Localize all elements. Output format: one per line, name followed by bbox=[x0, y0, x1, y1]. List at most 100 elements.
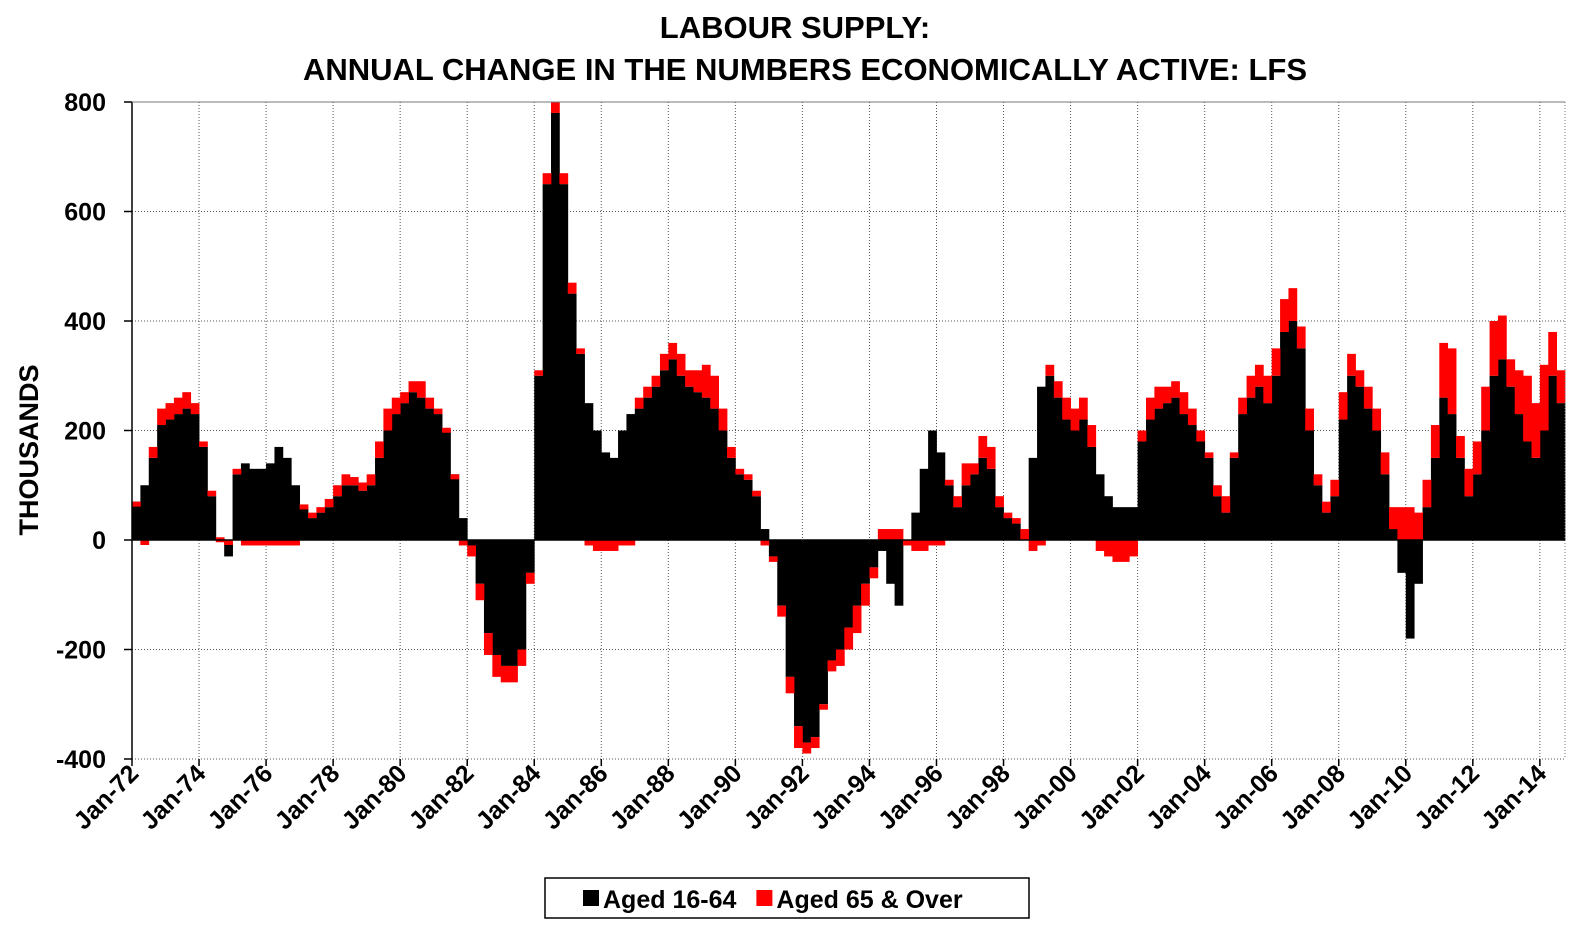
bar-segment bbox=[1330, 496, 1340, 540]
bar-segment bbox=[1104, 496, 1113, 540]
bar-segment bbox=[626, 540, 636, 546]
bar-segment bbox=[408, 381, 418, 393]
bar-segment bbox=[375, 441, 384, 458]
bar-segment bbox=[224, 540, 233, 557]
bar-segment bbox=[307, 518, 317, 540]
bar-segment bbox=[299, 504, 309, 510]
bar-segment bbox=[1045, 364, 1055, 376]
bar-segment bbox=[534, 375, 544, 540]
bar-segment bbox=[1321, 512, 1331, 540]
bar-segment bbox=[1556, 370, 1566, 404]
bar-segment bbox=[1037, 540, 1046, 546]
bar-segment bbox=[1472, 474, 1482, 540]
bar-segment bbox=[1548, 331, 1558, 376]
bar-segment bbox=[140, 485, 150, 540]
bar-segment bbox=[274, 446, 284, 540]
bar-segment bbox=[132, 501, 141, 540]
bar-segment bbox=[475, 540, 485, 584]
bar-segment bbox=[1523, 375, 1532, 442]
bar-segment bbox=[936, 540, 946, 546]
x-tick-label: Jan-80 bbox=[337, 759, 413, 835]
bar-segment bbox=[777, 540, 787, 606]
bar-segment bbox=[1347, 375, 1356, 540]
bar-segment bbox=[618, 430, 627, 540]
bar-segment bbox=[1422, 507, 1432, 540]
bar-segment bbox=[1028, 540, 1038, 551]
bar-segment bbox=[249, 540, 259, 546]
bar-segment bbox=[802, 540, 812, 743]
bar-segment bbox=[1338, 392, 1348, 420]
bar-segment bbox=[1313, 474, 1323, 486]
bar-segment bbox=[852, 605, 862, 634]
bar-segment bbox=[492, 654, 502, 677]
bar-segment bbox=[249, 468, 259, 540]
bar-segment bbox=[1229, 457, 1239, 540]
bar-segment bbox=[592, 540, 602, 551]
bar-segment bbox=[936, 452, 946, 540]
bar-segment bbox=[375, 457, 384, 540]
bar-segment bbox=[953, 496, 963, 508]
y-tick-label: -400 bbox=[56, 746, 106, 774]
bar-segment bbox=[165, 403, 175, 420]
bar-segment bbox=[257, 468, 267, 540]
bar-segment bbox=[1011, 518, 1021, 524]
bar-segment bbox=[961, 463, 971, 486]
bar-segment bbox=[626, 414, 636, 540]
chart-subtitle: ANNUAL CHANGE IN THE NUMBERS ECONOMICALL… bbox=[303, 52, 1307, 87]
bar-segment bbox=[1087, 425, 1097, 447]
bar-segment bbox=[1213, 485, 1222, 497]
bar-segment bbox=[861, 540, 870, 584]
bar-segment bbox=[291, 485, 301, 540]
x-tick-label: Jan-92 bbox=[739, 759, 815, 835]
bar-segment bbox=[911, 512, 921, 540]
bar-segment bbox=[274, 540, 284, 546]
bar-segment bbox=[1213, 496, 1222, 540]
bar-segment bbox=[601, 452, 611, 540]
bar-segment bbox=[1003, 512, 1013, 519]
bar-segment bbox=[1439, 342, 1449, 398]
bar-segment bbox=[190, 414, 200, 540]
bar-segment bbox=[1162, 403, 1172, 540]
legend-box bbox=[544, 877, 1030, 919]
bar-segment bbox=[785, 540, 795, 677]
bar-segment bbox=[1363, 386, 1373, 409]
bar-segment bbox=[1481, 386, 1490, 431]
bar-segment bbox=[1070, 430, 1080, 540]
bar-segment bbox=[618, 540, 627, 546]
bar-segment bbox=[1062, 419, 1071, 540]
bar-segment bbox=[827, 540, 837, 661]
bar-segment bbox=[1104, 540, 1113, 557]
bar-segment bbox=[1053, 397, 1063, 540]
bar-segment bbox=[358, 482, 368, 491]
bar-segment bbox=[1372, 408, 1382, 431]
bar-segment bbox=[140, 540, 150, 545]
bar-segment bbox=[1380, 474, 1390, 540]
bar-segment bbox=[1037, 386, 1046, 540]
bar-segment bbox=[643, 386, 652, 398]
bar-segment bbox=[1305, 430, 1314, 540]
bar-segment bbox=[953, 507, 963, 540]
bar-segment bbox=[282, 457, 292, 540]
bar-segment bbox=[240, 463, 250, 540]
bar-segment bbox=[383, 430, 393, 540]
bar-segment bbox=[810, 540, 820, 738]
bar-segment bbox=[525, 572, 535, 584]
legend-label: Aged 65 & Over bbox=[776, 886, 962, 914]
bar-segment bbox=[1464, 468, 1474, 497]
bar-segment bbox=[132, 501, 141, 507]
bar-segment bbox=[752, 490, 761, 497]
bar-segment bbox=[668, 359, 678, 540]
bar-segment bbox=[475, 583, 485, 601]
bar-segment bbox=[1187, 408, 1197, 426]
bar-segment bbox=[785, 676, 795, 694]
bar-segment bbox=[207, 496, 217, 540]
bar-segment bbox=[1003, 518, 1013, 540]
bar-segment bbox=[685, 370, 694, 387]
bar-segment bbox=[1355, 386, 1365, 540]
x-tick-label: Jan-82 bbox=[404, 759, 480, 835]
bar-segment bbox=[576, 353, 585, 540]
bar-segment bbox=[207, 490, 217, 497]
bar-segment bbox=[266, 463, 275, 540]
bar-segment bbox=[726, 446, 736, 458]
bar-segment bbox=[1120, 540, 1130, 562]
